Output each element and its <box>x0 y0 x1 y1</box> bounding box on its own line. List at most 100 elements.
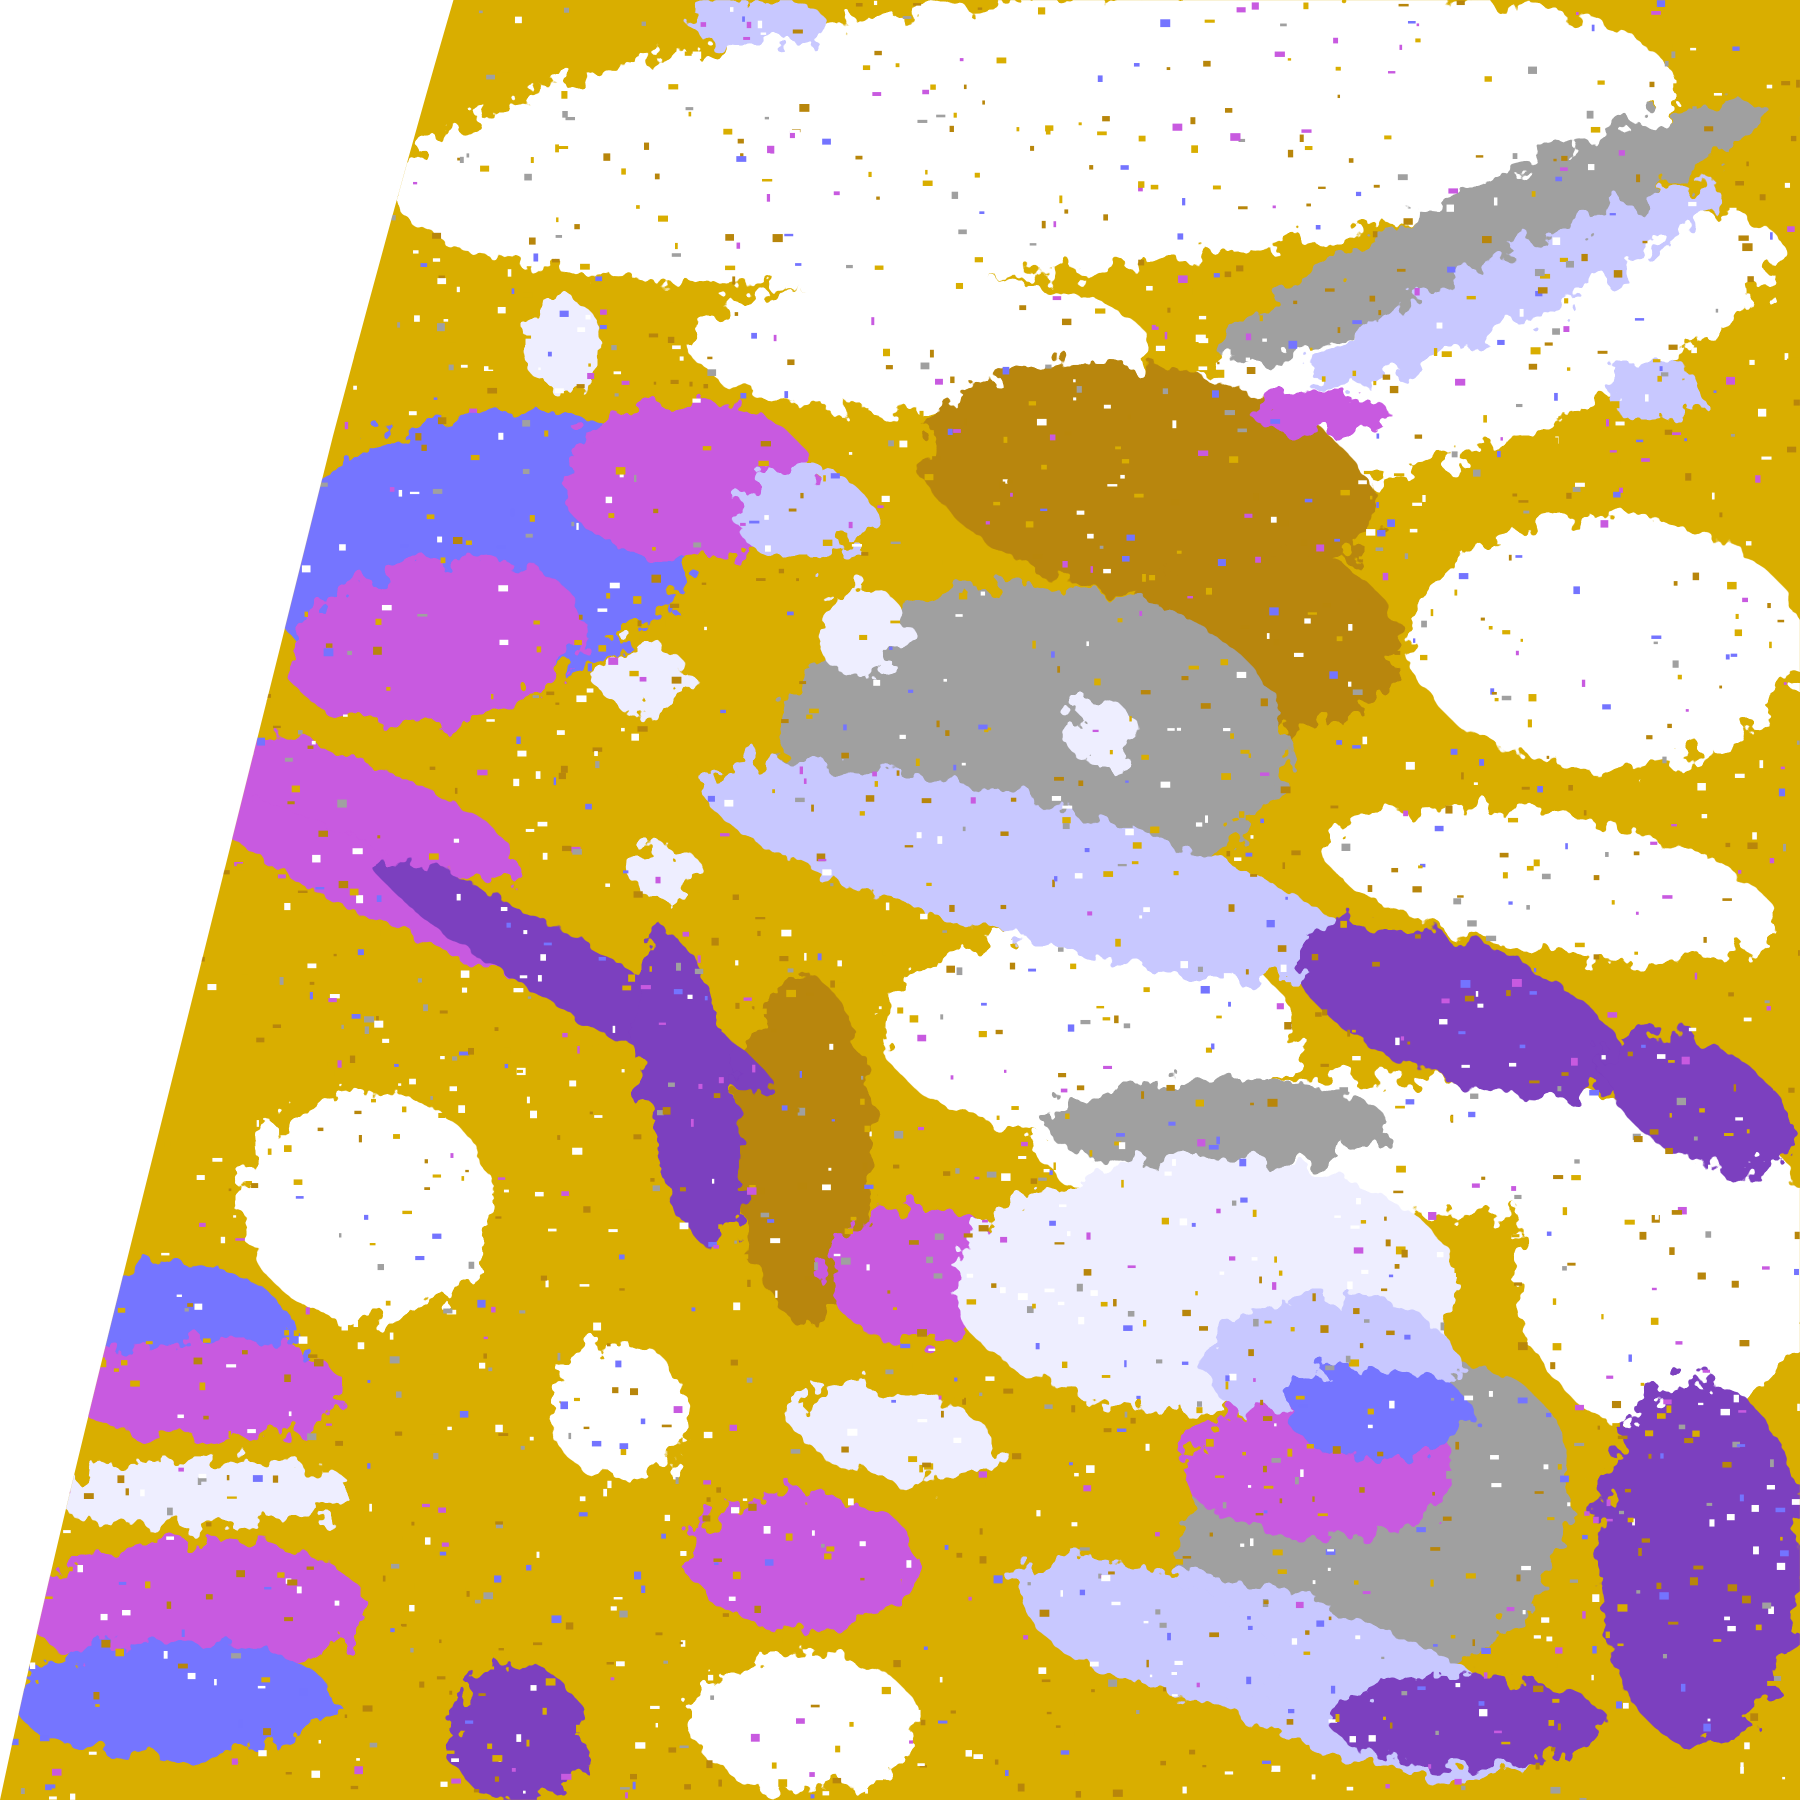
speckle <box>684 51 692 56</box>
speckle <box>1238 138 1246 143</box>
speckle <box>287 801 295 805</box>
speckle <box>397 322 401 328</box>
speckle <box>860 1098 865 1105</box>
speckle <box>140 176 148 183</box>
speckle <box>1067 1231 1071 1237</box>
speckle <box>1367 1424 1373 1429</box>
speckle <box>182 381 192 387</box>
speckle <box>1591 24 1595 32</box>
speckle <box>1115 938 1121 947</box>
speckle <box>166 1536 175 1540</box>
speckle <box>978 1471 988 1478</box>
speckle <box>1240 749 1250 754</box>
speckle <box>17 976 22 980</box>
speckle <box>955 1514 960 1519</box>
speckle <box>1428 103 1432 106</box>
speckle <box>1229 1256 1236 1261</box>
speckle <box>1240 625 1250 629</box>
speckle <box>72 368 83 373</box>
speckle <box>1635 911 1639 915</box>
speckle <box>610 1677 615 1681</box>
speckle <box>101 1639 111 1648</box>
speckle <box>1372 961 1380 967</box>
speckle <box>950 1075 954 1080</box>
speckle <box>925 1116 933 1121</box>
speckle <box>1362 1591 1371 1595</box>
speckle <box>1713 92 1722 96</box>
speckle <box>922 89 930 95</box>
speckle <box>1097 131 1107 136</box>
speckle <box>144 885 150 893</box>
speckle <box>589 1111 593 1115</box>
speckle <box>441 413 449 420</box>
speckle <box>1514 1194 1522 1200</box>
speckle <box>1120 1467 1130 1475</box>
speckle <box>53 147 57 150</box>
speckle <box>872 771 877 777</box>
speckle <box>1265 808 1275 815</box>
speckle <box>1666 1405 1672 1413</box>
speckle <box>290 375 294 380</box>
speckle <box>1546 1231 1552 1236</box>
speckle <box>1673 581 1678 586</box>
speckle <box>592 1044 599 1048</box>
speckle <box>22 1119 30 1126</box>
speckle <box>631 733 639 741</box>
speckle <box>1065 1113 1070 1120</box>
speckle <box>448 364 454 371</box>
speckle <box>1036 1510 1041 1517</box>
speckle <box>382 134 389 138</box>
speckle <box>594 944 597 951</box>
speckle <box>1168 1121 1176 1126</box>
speckle <box>764 116 770 120</box>
speckle <box>1295 1476 1299 1485</box>
speckle <box>1617 1435 1628 1440</box>
speckle <box>1755 475 1761 483</box>
speckle <box>1597 1425 1601 1430</box>
speckle <box>204 229 215 232</box>
speckle <box>1676 1097 1687 1106</box>
speckle <box>1447 266 1456 273</box>
speckle <box>69 566 80 569</box>
speckle <box>417 613 428 617</box>
speckle <box>1664 429 1673 435</box>
speckle <box>255 1101 265 1110</box>
speckle <box>557 1135 561 1140</box>
speckle <box>483 1592 494 1600</box>
speckle <box>795 1108 800 1113</box>
speckle <box>432 1233 442 1239</box>
speckle <box>862 987 865 994</box>
speckle <box>966 1299 977 1305</box>
speckle <box>528 237 536 245</box>
speckle <box>520 1445 525 1450</box>
speckle <box>904 845 914 848</box>
speckle <box>1656 0 1666 8</box>
speckle <box>243 210 250 214</box>
speckle <box>145 1341 153 1345</box>
speckle <box>304 611 308 617</box>
speckle <box>634 1571 642 1580</box>
speckle <box>1557 1086 1562 1092</box>
speckle <box>1100 1301 1108 1307</box>
speckle <box>714 1562 719 1566</box>
speckle <box>1053 1162 1056 1170</box>
speckle <box>285 566 290 574</box>
speckle <box>1358 480 1367 485</box>
speckle <box>1138 259 1145 266</box>
speckle <box>838 931 849 936</box>
speckle <box>622 128 632 136</box>
speckle <box>239 392 250 400</box>
speckle <box>130 1380 140 1387</box>
speckle <box>1403 218 1413 225</box>
speckle <box>1420 863 1426 868</box>
speckle <box>881 1686 891 1695</box>
speckle <box>228 778 236 782</box>
speckle <box>1179 1218 1188 1226</box>
speckle <box>1108 1571 1115 1575</box>
speckle <box>209 101 214 106</box>
speckle <box>1446 1470 1453 1479</box>
speckle <box>822 1184 831 1191</box>
speckle <box>606 1343 611 1347</box>
speckle <box>679 1222 689 1230</box>
speckle <box>305 1307 310 1315</box>
